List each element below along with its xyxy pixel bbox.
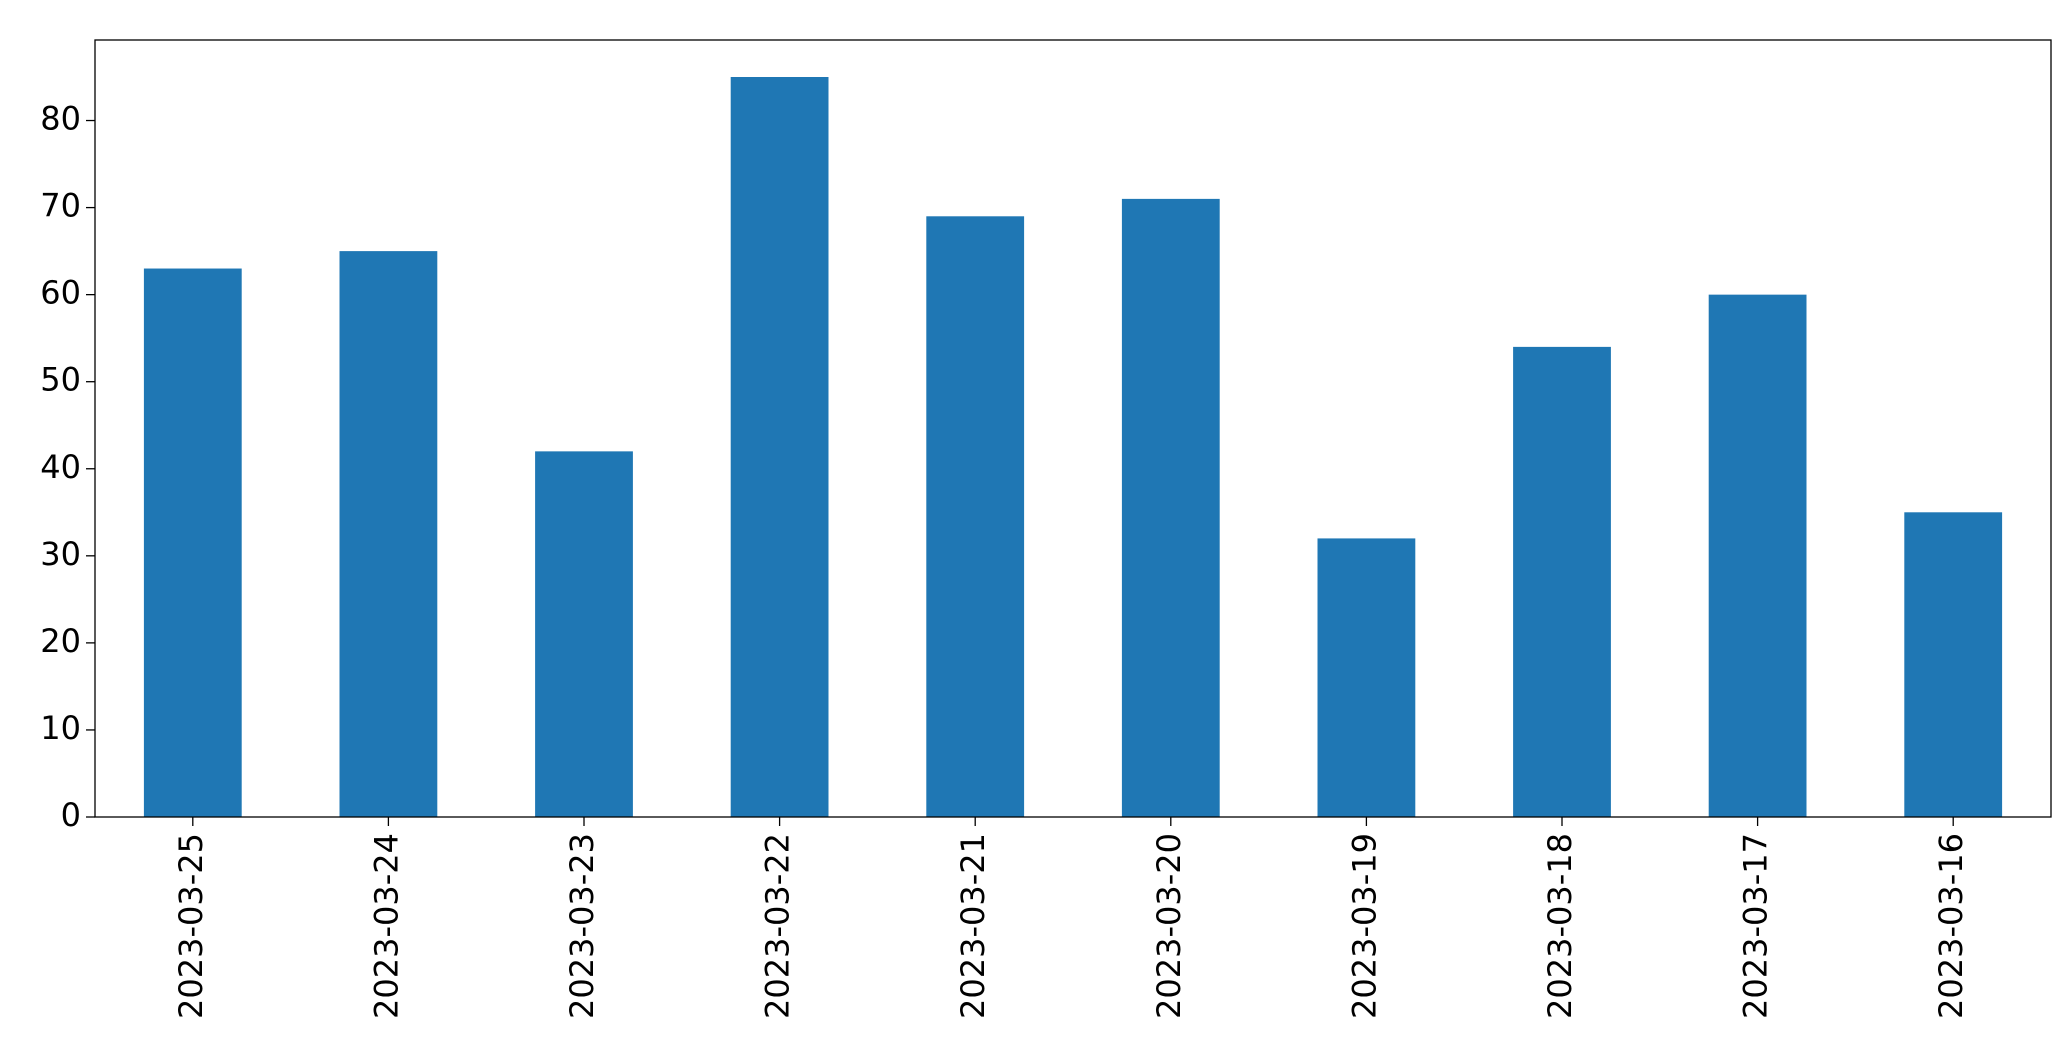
bar bbox=[143, 268, 242, 817]
x-tick-label: 2023-03-23 bbox=[563, 833, 601, 1019]
x-tick-label: 2023-03-25 bbox=[172, 833, 210, 1019]
plot-frame bbox=[94, 39, 2052, 818]
y-tick-label: 30 bbox=[40, 535, 81, 573]
bar bbox=[339, 251, 438, 817]
y-tick-label: 10 bbox=[40, 709, 81, 747]
bar bbox=[1708, 294, 1807, 817]
y-tick-label: 60 bbox=[40, 274, 81, 312]
x-tick-label: 2023-03-20 bbox=[1150, 833, 1188, 1019]
x-tick-label: 2023-03-21 bbox=[954, 833, 992, 1019]
bar bbox=[1121, 198, 1220, 818]
y-tick-label: 0 bbox=[61, 796, 81, 834]
x-tick-label: 2023-03-16 bbox=[1932, 833, 1970, 1019]
bar bbox=[730, 77, 829, 817]
y-tick-label: 70 bbox=[40, 187, 81, 225]
bar bbox=[1317, 538, 1416, 817]
x-tick-label: 2023-03-18 bbox=[1541, 833, 1579, 1019]
x-tick-label: 2023-03-19 bbox=[1345, 833, 1383, 1019]
y-tick-label: 50 bbox=[40, 361, 81, 399]
bar bbox=[1904, 512, 2003, 817]
y-tick-label: 40 bbox=[40, 448, 81, 486]
x-tick-label: 2023-03-24 bbox=[367, 833, 405, 1019]
y-tick-label: 80 bbox=[40, 100, 81, 138]
y-tick-label: 20 bbox=[40, 622, 81, 660]
x-tick-label: 2023-03-22 bbox=[759, 833, 797, 1019]
x-tick-label: 2023-03-17 bbox=[1737, 833, 1775, 1019]
bar bbox=[926, 216, 1025, 817]
bar bbox=[1513, 346, 1611, 817]
bar bbox=[535, 451, 633, 817]
